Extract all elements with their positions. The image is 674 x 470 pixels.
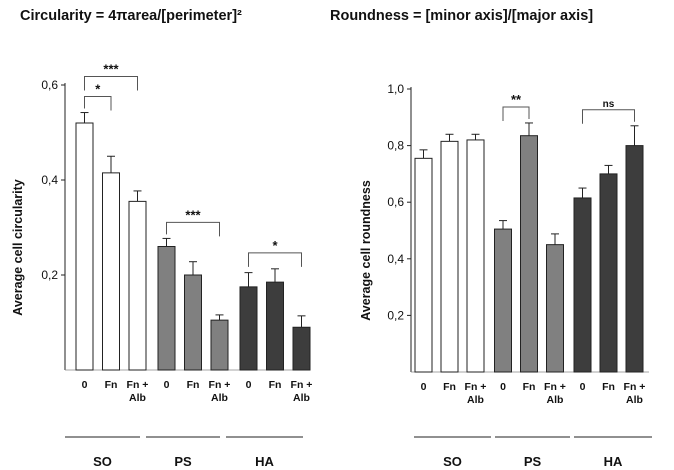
y-tick-label: 0,8 (387, 139, 404, 153)
bar (102, 172, 120, 371)
group-label: SO (443, 454, 462, 469)
x-tick-label: Fn (523, 381, 536, 393)
x-tick-label: Fn (602, 381, 615, 393)
bar (157, 246, 176, 371)
significance-label: ns (603, 99, 615, 110)
x-tick-label: 0 (246, 379, 252, 391)
x-tick-label-line2: Alb (293, 392, 310, 404)
y-tick-label: 0,4 (41, 173, 58, 187)
significance-bracket (582, 109, 635, 124)
chart-title-circularity: Circularity = 4πarea/[perimeter]² (20, 8, 242, 24)
x-tick-label: 0 (580, 381, 586, 393)
significance-bracket (84, 96, 112, 111)
bar (414, 157, 433, 373)
y-tick-label: 0,6 (41, 78, 58, 92)
significance-bracket (248, 252, 302, 267)
bar (75, 122, 94, 371)
significance-label: ** (511, 92, 522, 107)
significance-label: *** (185, 207, 201, 222)
bar (546, 244, 564, 373)
x-tick-label-line2: Alb (129, 392, 146, 404)
x-tick-label: 0 (82, 379, 88, 391)
bar (210, 319, 229, 371)
x-tick-label-line2: Alb (467, 394, 484, 406)
x-tick-label: Fn (269, 379, 282, 391)
bar (520, 135, 538, 373)
bar (466, 139, 485, 373)
chart-circularity: 0,2 0,4 0,6 Average cell circularity 0 Fn Fn +… (11, 62, 312, 469)
x-tick-label: Fn + (624, 381, 646, 393)
x-tick-label-line2: Alb (547, 394, 564, 406)
significance-bracket (84, 76, 138, 91)
chart-title-roundness: Roundness = [minor axis]/[major axis] (330, 8, 594, 24)
y-tick-label: 0,4 (387, 252, 404, 266)
x-tick-label: 0 (500, 381, 506, 393)
significance-bracket (166, 221, 220, 237)
x-tick-label-line2: Alb (626, 394, 643, 406)
x-tick-label: Fn + (544, 381, 566, 393)
x-tick-label: Fn + (291, 379, 313, 391)
x-tick-label: Fn + (465, 381, 487, 393)
x-tick-label: Fn (443, 381, 456, 393)
group-label: PS (174, 454, 192, 469)
bar (494, 228, 512, 373)
bar (266, 281, 284, 371)
significance-label: * (95, 82, 101, 97)
y-tick-label: 0,6 (387, 195, 404, 209)
significance-label: * (272, 238, 278, 253)
x-tick-label-line2: Alb (211, 392, 228, 404)
bar (599, 173, 618, 373)
y-tick-label: 1,0 (387, 82, 404, 96)
x-tick-label: Fn + (127, 379, 149, 391)
y-tick-label: 0,2 (41, 268, 58, 282)
x-tick-label: Fn (187, 379, 200, 391)
bar (292, 326, 311, 371)
bar (625, 145, 644, 373)
group-label: SO (93, 454, 112, 469)
group-label: HA (255, 454, 274, 469)
bar (184, 274, 202, 371)
y-tick-label: 0,2 (387, 308, 404, 322)
x-tick-label: 0 (164, 379, 170, 391)
bar (239, 286, 258, 371)
x-tick-label: 0 (421, 381, 427, 393)
y-axis-label: Average cell roundness (359, 180, 373, 321)
bar (440, 140, 459, 373)
significance-bracket (502, 106, 530, 121)
chart-roundness: 0,2 0,4 0,6 0,8 1,0 Average cell roundness 0 Fn… (359, 82, 652, 469)
bar (573, 197, 592, 373)
group-label: PS (524, 454, 542, 469)
bar (128, 200, 147, 371)
significance-label: *** (103, 62, 119, 77)
x-tick-label: Fn + (209, 379, 231, 391)
y-axis-label: Average cell circularity (11, 179, 25, 315)
x-tick-label: Fn (105, 379, 118, 391)
group-label: HA (604, 454, 623, 469)
